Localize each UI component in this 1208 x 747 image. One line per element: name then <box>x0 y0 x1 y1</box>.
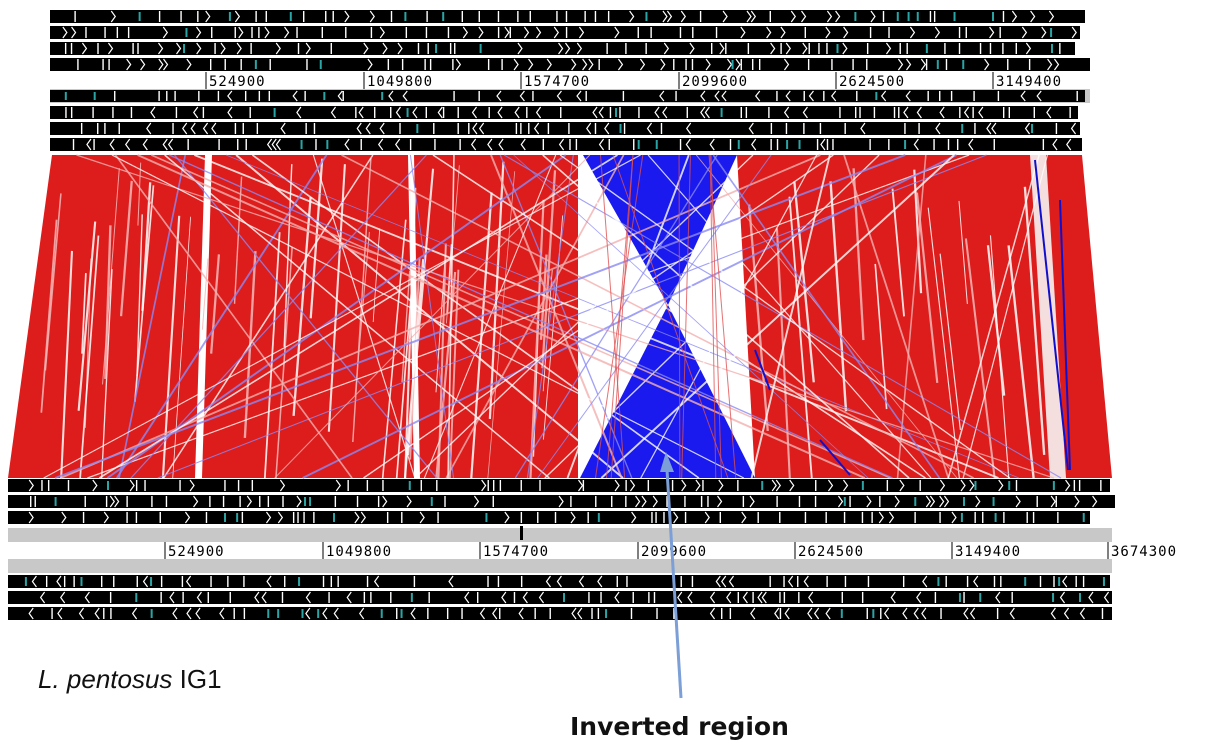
lower-tick-label: 1049800 <box>326 544 392 560</box>
gap-2 <box>408 155 420 478</box>
upper-rev-track-2 <box>50 106 1078 119</box>
lower-rev-track-3 <box>8 607 1112 620</box>
upper-tick-label: 2099600 <box>682 74 748 90</box>
upper-genome-feature-tracks <box>50 10 1090 71</box>
upper-tick-label: 1574700 <box>524 74 590 90</box>
upper-tick-label: 3149400 <box>996 74 1062 90</box>
lower-tick-label: 3149400 <box>955 544 1021 560</box>
organism-label: L. pentosus IG1 <box>38 664 222 695</box>
alignment-comparison <box>8 154 1112 479</box>
upper-ruler: 524900 1049800 1574700 2099600 2624500 314940… <box>50 72 1090 90</box>
gap-3 <box>1030 155 1066 478</box>
lower-genome-feature-tracks <box>8 479 1115 524</box>
upper-track-3 <box>50 42 1075 55</box>
lower-track-3 <box>8 511 1090 524</box>
upper-genome-reverse-tracks <box>50 89 1090 151</box>
lower-genome-reverse-tracks <box>8 575 1112 620</box>
forward-block-right <box>737 155 1112 478</box>
lower-tick-label: 2099600 <box>641 544 707 560</box>
forward-block-left <box>8 155 578 478</box>
lower-tick-label: 1574700 <box>483 544 549 560</box>
upper-rev-track-4 <box>50 138 1082 151</box>
upper-track-1 <box>50 10 1085 23</box>
upper-tick-label: 2624500 <box>839 74 905 90</box>
organism-strain: IG1 <box>179 664 222 694</box>
organism-genus: L. pentosus <box>38 664 173 694</box>
inverted-region-arrow <box>660 452 683 699</box>
inverted-region-label: Inverted region <box>570 712 789 741</box>
upper-rev-track-3 <box>50 122 1080 135</box>
lower-track-1 <box>8 479 1110 492</box>
upper-tick-label: 1049800 <box>367 74 433 90</box>
upper-track-2 <box>50 26 1080 39</box>
lower-ruler: 524900 1049800 1574700 2099600 2624500 314940… <box>8 526 1177 573</box>
lower-tick-label: 3674300 <box>1111 544 1177 560</box>
lower-track-2 <box>8 495 1115 508</box>
inverted-block-bottom <box>580 305 755 478</box>
lower-tick-label: 524900 <box>168 544 225 560</box>
upper-rev-track-1 <box>50 90 1085 102</box>
upper-track-4 <box>50 58 1090 71</box>
lower-rev-track-1 <box>8 575 1110 588</box>
lower-rev-track-2 <box>8 591 1112 604</box>
lower-tick-label: 2624500 <box>798 544 864 560</box>
upper-tick-label: 524900 <box>209 74 266 90</box>
